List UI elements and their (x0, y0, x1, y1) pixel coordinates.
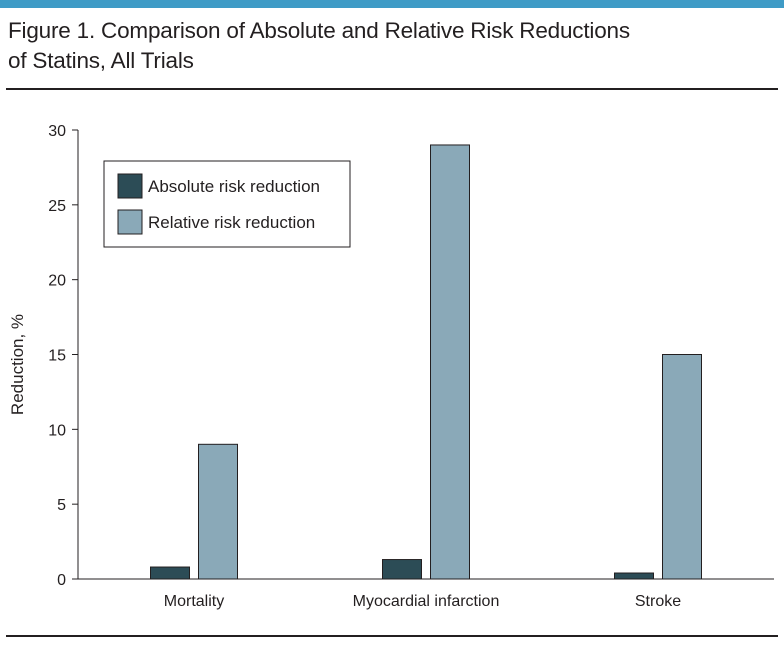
bars (150, 144, 702, 580)
bar-relative-stroke (662, 354, 702, 580)
y-tick-label: 15 (48, 348, 66, 365)
bar-absolute-mortality (150, 566, 190, 580)
top-accent-rule (0, 0, 784, 8)
legend-label: Relative risk reduction (148, 213, 315, 232)
legend-box (103, 160, 351, 248)
bar-relative-myocardial-infarction (430, 144, 470, 580)
bottom-rule (6, 635, 778, 637)
legend: Absolute risk reduction Relative risk red… (103, 160, 351, 248)
x-ticks: Mortality Myocardial infarction Stroke (164, 593, 681, 610)
bar-relative-mortality (198, 443, 238, 580)
x-tick-label: Stroke (635, 593, 681, 610)
y-tick-label: 10 (48, 422, 66, 439)
y-axis: 0 5 10 15 20 25 30 (48, 123, 79, 589)
x-tick-label: Mortality (164, 593, 224, 610)
legend-swatch (117, 209, 143, 235)
y-tick-label: 25 (48, 198, 66, 215)
y-axis-title: Reduction, % (8, 314, 27, 415)
y-ticks: 0 5 10 15 20 25 30 (48, 123, 78, 589)
figure-title-line-1: Figure 1. Comparison of Absolute and Rel… (8, 18, 630, 43)
y-tick-label: 20 (48, 273, 66, 290)
bar-absolute-myocardial-infarction (382, 559, 422, 580)
x-tick-label: Myocardial infarction (353, 593, 500, 610)
bar-absolute-stroke (614, 572, 654, 580)
legend-label: Absolute risk reduction (148, 177, 320, 196)
figure-title-line-2: of Statins, All Trials (8, 48, 194, 73)
figure-title: Figure 1. Comparison of Absolute and Rel… (8, 16, 768, 76)
title-rule (6, 88, 778, 90)
legend-swatch (117, 173, 143, 199)
y-tick-label: 5 (57, 497, 66, 514)
y-tick-label: 30 (48, 123, 66, 140)
y-tick-label: 0 (57, 572, 66, 589)
